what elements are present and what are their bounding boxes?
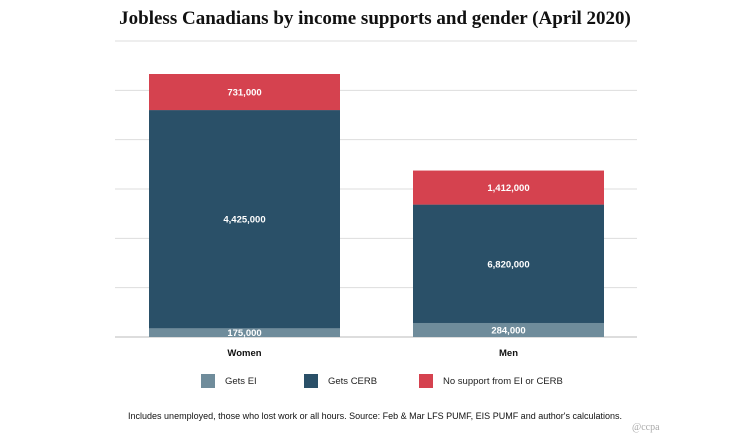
legend-item-no-support: No support from EI or CERB [419, 374, 563, 388]
x-tick-label: Men [499, 348, 518, 359]
bar-segment-women-2 [149, 74, 340, 111]
bar-segment-men-0 [413, 322, 604, 337]
data-label: 6,820,000 [487, 259, 529, 270]
footnote: Includes unemployed, those who lost work… [128, 411, 622, 421]
bar-segment-women-1 [149, 110, 340, 329]
legend-label: Gets EI [225, 375, 257, 387]
legend-swatch-gets-cerb [304, 374, 318, 388]
legend-swatch-gets-ei [201, 374, 215, 388]
bar-segment-women-0 [149, 328, 340, 337]
legend-label: Gets CERB [328, 375, 378, 387]
legend-item-gets-ei: Gets EI [201, 374, 257, 388]
data-label: 1,412,000 [487, 183, 529, 194]
chart-title: Jobless Canadians by income supports and… [119, 8, 631, 29]
legend-label: No support from EI or CERB [443, 375, 563, 387]
legend-item-gets-cerb: Gets CERB [304, 374, 377, 388]
bar-segment-men-1 [413, 204, 604, 323]
data-label: 4,425,000 [223, 215, 265, 226]
data-label: 175,000 [227, 328, 261, 339]
credit-logo: @ccpa [632, 422, 660, 433]
x-tick-label: Women [227, 348, 261, 359]
data-label: 731,000 [227, 88, 261, 99]
bar-segment-men-2 [413, 170, 604, 205]
legend-swatch-no-support [419, 374, 433, 388]
data-label: 284,000 [491, 325, 525, 336]
